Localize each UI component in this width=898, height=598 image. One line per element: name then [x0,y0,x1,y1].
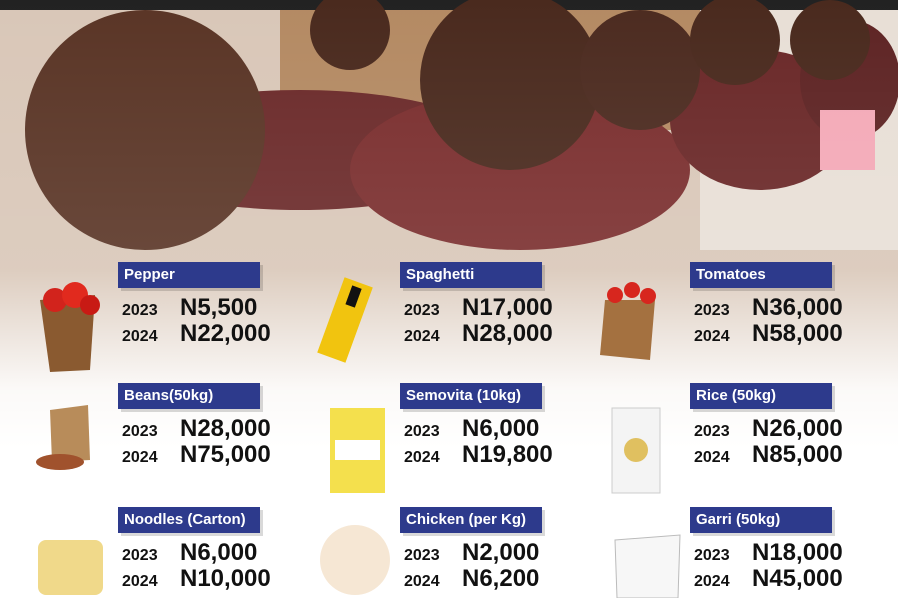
item-name: Tomatoes [690,262,832,288]
price: N2,000 [462,539,540,566]
price: N19,800 [462,441,553,468]
year: 2023 [694,547,730,564]
year: 2023 [404,302,440,319]
price-row: 2023 N6,000 [404,415,539,443]
price-row: 2024 N45,000 [694,565,843,593]
year: 2024 [404,573,440,590]
price-row: 2024 N19,800 [404,441,553,469]
price-row: 2023 N26,000 [694,415,843,443]
price-row: 2023 N2,000 [404,539,539,567]
price-row: 2023 N18,000 [694,539,843,567]
year: 2024 [404,449,440,466]
year: 2023 [404,547,440,564]
item-name: Pepper [118,262,260,288]
year: 2023 [404,423,440,440]
garri-icon [614,534,681,598]
price: N6,000 [462,415,540,442]
price: N6,000 [180,539,258,566]
price: N6,200 [462,565,540,592]
price-row: 2023 N5,500 [122,294,257,322]
price-row: 2023 N6,000 [122,539,257,567]
year: 2024 [694,328,730,345]
pepper-icon [40,282,100,372]
item-name: Chicken (per Kg) [400,507,542,533]
price-row: 2023 N28,000 [122,415,271,443]
price-row: 2023 N36,000 [694,294,843,322]
year: 2024 [122,573,158,590]
price: N58,000 [752,320,843,347]
year: 2023 [694,302,730,319]
semovita-icon [330,408,385,493]
tomatoes-icon [600,282,656,360]
price-row: 2024 N6,200 [404,565,539,593]
item-name: Garri (50kg) [690,507,832,533]
rice-icon [611,407,661,494]
price: N22,000 [180,320,271,347]
price: N36,000 [752,294,843,321]
item-name: Spaghetti [400,262,542,288]
year: 2024 [404,328,440,345]
item-name: Semovita (10kg) [400,383,542,409]
item-name: Rice (50kg) [690,383,832,409]
noodles-icon [38,540,103,595]
price-row: 2024 N10,000 [122,565,271,593]
item-name: Beans(50kg) [118,383,260,409]
year: 2023 [122,302,158,319]
item-name: Noodles (Carton) [118,507,260,533]
year: 2024 [122,328,158,345]
year: 2024 [694,573,730,590]
chicken-icon [320,525,390,595]
price: N10,000 [180,565,271,592]
price-row: 2024 N85,000 [694,441,843,469]
beans-icon [36,405,90,470]
year: 2023 [122,423,158,440]
year: 2024 [694,449,730,466]
price: N75,000 [180,441,271,468]
price-row: 2023 N17,000 [404,294,553,322]
year: 2024 [122,449,158,466]
price: N26,000 [752,415,843,442]
price: N17,000 [462,294,553,321]
price: N45,000 [752,565,843,592]
price-row: 2024 N58,000 [694,320,843,348]
price: N5,500 [180,294,258,321]
spaghetti-icon [317,277,373,363]
price-row: 2024 N28,000 [404,320,553,348]
price-row: 2024 N75,000 [122,441,271,469]
price: N18,000 [752,539,843,566]
price: N85,000 [752,441,843,468]
year: 2023 [694,423,730,440]
price: N28,000 [180,415,271,442]
year: 2023 [122,547,158,564]
price: N28,000 [462,320,553,347]
price-row: 2024 N22,000 [122,320,271,348]
